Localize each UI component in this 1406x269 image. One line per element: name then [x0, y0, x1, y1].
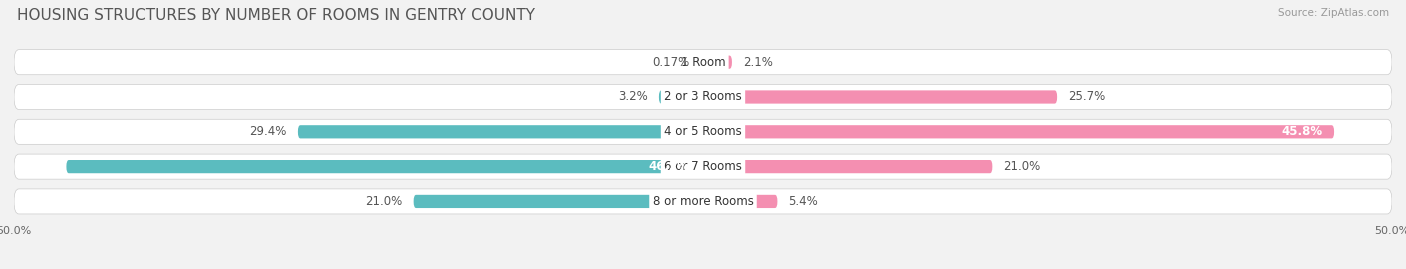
- Text: 45.8%: 45.8%: [1282, 125, 1323, 138]
- FancyBboxPatch shape: [14, 189, 1392, 214]
- Text: 29.4%: 29.4%: [249, 125, 287, 138]
- Text: 1 Room: 1 Room: [681, 56, 725, 69]
- FancyBboxPatch shape: [703, 90, 1057, 104]
- FancyBboxPatch shape: [66, 160, 703, 173]
- FancyBboxPatch shape: [700, 56, 703, 69]
- FancyBboxPatch shape: [703, 56, 733, 69]
- Text: 6 or 7 Rooms: 6 or 7 Rooms: [664, 160, 742, 173]
- Text: 0.17%: 0.17%: [652, 56, 689, 69]
- Text: 21.0%: 21.0%: [366, 195, 402, 208]
- FancyBboxPatch shape: [14, 119, 1392, 144]
- Text: Source: ZipAtlas.com: Source: ZipAtlas.com: [1278, 8, 1389, 18]
- Text: 21.0%: 21.0%: [1004, 160, 1040, 173]
- Text: 4 or 5 Rooms: 4 or 5 Rooms: [664, 125, 742, 138]
- FancyBboxPatch shape: [14, 84, 1392, 109]
- FancyBboxPatch shape: [14, 154, 1392, 179]
- FancyBboxPatch shape: [703, 125, 1334, 139]
- Text: HOUSING STRUCTURES BY NUMBER OF ROOMS IN GENTRY COUNTY: HOUSING STRUCTURES BY NUMBER OF ROOMS IN…: [17, 8, 534, 23]
- FancyBboxPatch shape: [14, 50, 1392, 75]
- Text: 2.1%: 2.1%: [742, 56, 773, 69]
- FancyBboxPatch shape: [703, 160, 993, 173]
- FancyBboxPatch shape: [413, 195, 703, 208]
- FancyBboxPatch shape: [659, 90, 703, 104]
- Text: 8 or more Rooms: 8 or more Rooms: [652, 195, 754, 208]
- FancyBboxPatch shape: [298, 125, 703, 139]
- Text: 5.4%: 5.4%: [789, 195, 818, 208]
- Text: 46.2%: 46.2%: [648, 160, 689, 173]
- Text: 2 or 3 Rooms: 2 or 3 Rooms: [664, 90, 742, 104]
- FancyBboxPatch shape: [703, 195, 778, 208]
- Text: 25.7%: 25.7%: [1069, 90, 1105, 104]
- Text: 3.2%: 3.2%: [619, 90, 648, 104]
